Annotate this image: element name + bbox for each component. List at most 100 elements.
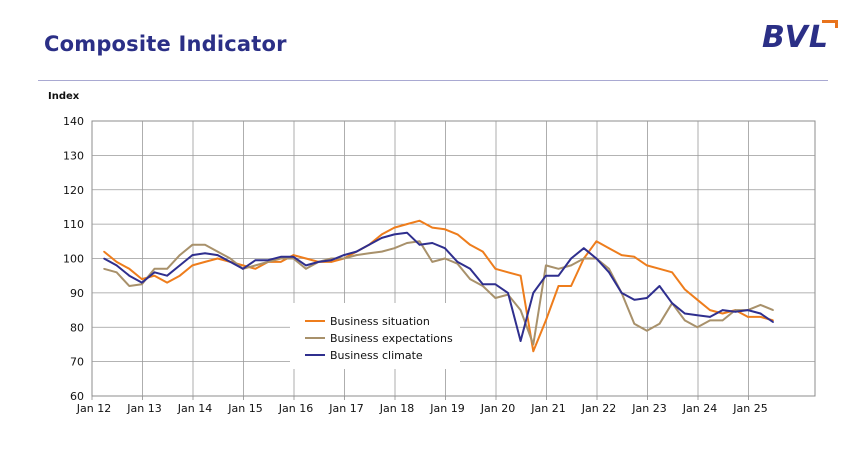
x-tick-label: Jan 25 — [732, 402, 767, 415]
data-point — [216, 250, 219, 253]
data-point — [557, 285, 560, 287]
data-point — [254, 268, 257, 270]
data-point — [431, 261, 434, 263]
data-point — [355, 250, 358, 253]
data-point — [469, 268, 471, 270]
header-divider — [38, 80, 828, 81]
data-point — [633, 299, 636, 301]
data-point — [494, 268, 497, 270]
data-point — [482, 285, 484, 287]
data-point — [721, 309, 724, 311]
y-tick-label: 60 — [70, 390, 84, 403]
x-tick-label: Jan 19 — [429, 402, 464, 415]
data-point — [747, 309, 749, 311]
data-point — [418, 240, 421, 243]
data-point — [431, 226, 434, 229]
data-point — [431, 242, 434, 244]
data-point — [166, 268, 168, 270]
data-point — [709, 316, 711, 318]
data-point — [115, 261, 118, 263]
data-point — [444, 247, 446, 249]
data-point — [759, 304, 762, 306]
data-point — [532, 292, 535, 294]
data-point — [557, 268, 560, 270]
data-point — [103, 268, 105, 270]
data-point — [456, 262, 459, 265]
data-point — [330, 259, 333, 262]
data-point — [128, 274, 131, 277]
data-point — [191, 244, 194, 246]
data-point — [633, 323, 636, 325]
y-tick-label: 100 — [63, 253, 84, 266]
y-axis-label: Index — [48, 91, 80, 102]
data-point — [684, 319, 686, 322]
data-point — [519, 309, 522, 311]
bvl-logo: BVL — [762, 20, 842, 62]
data-point — [166, 274, 168, 277]
data-point — [456, 261, 459, 263]
data-point — [280, 261, 282, 263]
data-point — [519, 340, 522, 342]
data-point — [166, 281, 168, 284]
data-point — [381, 237, 383, 239]
data-point — [696, 326, 699, 329]
data-point — [179, 274, 181, 277]
data-point — [103, 257, 105, 260]
series-line-business-situation — [103, 219, 774, 353]
data-point — [734, 309, 737, 311]
legend-entry: Business expectations — [330, 332, 453, 345]
data-point — [305, 268, 307, 270]
data-point — [406, 242, 408, 244]
x-tick-label: Jan 14 — [177, 402, 212, 415]
data-point — [532, 343, 535, 346]
data-point — [179, 254, 181, 256]
data-point — [406, 231, 408, 234]
data-point — [191, 254, 194, 256]
data-point — [418, 244, 421, 246]
data-point — [381, 233, 383, 236]
data-point — [620, 292, 623, 294]
data-point — [305, 264, 307, 267]
x-tick-label: Jan 22 — [581, 402, 616, 415]
data-point — [368, 244, 370, 246]
y-tick-label: 90 — [70, 287, 84, 300]
data-point — [355, 254, 358, 256]
data-point — [482, 283, 484, 286]
y-tick-label: 80 — [70, 321, 84, 334]
data-point — [658, 268, 661, 270]
data-point — [519, 274, 522, 277]
data-point — [343, 254, 345, 256]
data-point — [772, 321, 774, 323]
data-point — [254, 259, 257, 262]
data-point — [343, 257, 345, 260]
data-point — [393, 247, 396, 249]
data-point — [179, 264, 181, 267]
data-point — [532, 350, 535, 353]
data-point — [684, 288, 686, 291]
data-point — [191, 264, 194, 267]
data-point — [456, 233, 459, 236]
data-point — [204, 252, 206, 255]
logo-text: BVL — [762, 20, 829, 55]
data-point — [469, 244, 471, 246]
data-point — [646, 329, 648, 332]
data-point — [317, 261, 320, 263]
data-point — [633, 255, 636, 258]
data-point — [658, 285, 661, 287]
data-point — [671, 271, 673, 274]
data-point — [734, 311, 737, 313]
x-tick-label: Jan 21 — [530, 402, 565, 415]
data-point — [153, 274, 156, 277]
data-point — [393, 226, 396, 229]
page-title: Composite Indicator — [44, 32, 287, 56]
data-point — [267, 261, 269, 263]
data-point — [216, 257, 219, 260]
data-point — [393, 233, 396, 236]
data-point — [759, 312, 762, 315]
data-point — [141, 281, 143, 284]
data-point — [759, 316, 762, 318]
data-point — [608, 247, 610, 249]
data-point — [709, 309, 711, 311]
x-tick-label: Jan 16 — [278, 402, 313, 415]
data-point — [595, 240, 598, 243]
